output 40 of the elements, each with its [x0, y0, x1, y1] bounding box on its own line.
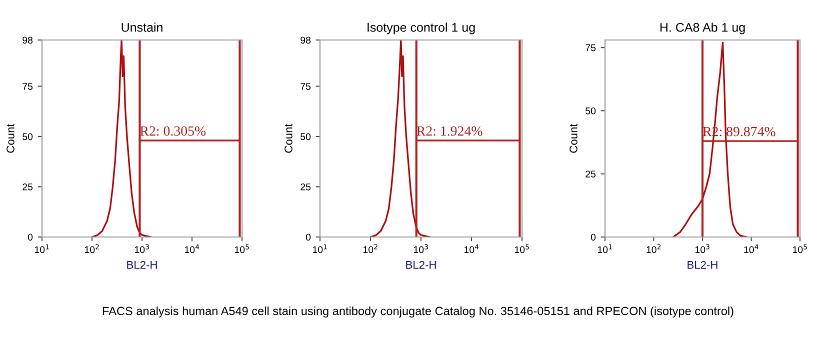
x-tick-label: 10$^{2}$: [363, 244, 378, 254]
chart-title: Isotype control 1 ug: [368, 22, 475, 34]
x-tick-label: 10$^{1}$: [598, 244, 612, 254]
y-tick-label: 0: [590, 234, 596, 241]
x-tick-label: 10$^{1}$: [34, 244, 49, 254]
y-tick-label: 50: [586, 107, 596, 114]
x-tick-label: 10$^{4}$: [744, 244, 758, 254]
y-tick-label: 25: [300, 183, 311, 190]
y-tick-label: 75: [300, 83, 311, 90]
text: FACS analysis human A549 cell stain using antibody conjugate Catalog No. 35146-05151 and RPECON (isotype control): [103, 306, 734, 318]
x-tick-label: 10$^{5}$: [514, 244, 529, 254]
y-tick-label: 25: [586, 170, 596, 178]
y-tick-label: 98: [22, 36, 33, 44]
x-tick-label: 10$^{4}$: [464, 244, 479, 254]
x-tick-label: 10$^{4}$: [184, 244, 200, 254]
x-axis-title: BL2-H: [688, 260, 718, 269]
y-tick-label: 98: [300, 36, 311, 44]
x-tick-label: 10$^{3}$: [695, 244, 710, 254]
x-tick-label: 10$^{5}$: [234, 244, 249, 254]
x-axis-title: BL2-H: [127, 260, 157, 269]
y-tick-label: 0: [306, 234, 311, 241]
x-axis-title: BL2-H: [406, 260, 436, 269]
y-axis-title: Count: [6, 124, 14, 153]
x-tick-label: 10$^{1}$: [312, 244, 327, 254]
y-tick-label: 25: [22, 183, 33, 190]
x-tick-label: 10$^{2}$: [84, 244, 99, 254]
x-tick-label: 10$^{2}$: [646, 244, 661, 254]
chart-title: H. CA8 Ab 1 ug: [660, 22, 745, 34]
y-tick-label: 50: [300, 133, 311, 140]
y-axis-title: Count: [284, 124, 292, 153]
y-axis-title: Count: [570, 124, 578, 153]
x-tick-label: 10$^{5}$: [792, 244, 807, 254]
y-tick-label: 50: [22, 133, 33, 140]
annotation: R2: 0.305%: [140, 126, 206, 136]
chart-title: Unstain: [122, 22, 162, 32]
x-tick-label: 10$^{3}$: [414, 244, 428, 254]
y-tick-label: 75: [22, 83, 33, 90]
y-tick-label: 0: [28, 234, 33, 241]
y-tick-label: 75: [586, 44, 596, 52]
x-tick-label: 10$^{3}$: [134, 244, 149, 254]
